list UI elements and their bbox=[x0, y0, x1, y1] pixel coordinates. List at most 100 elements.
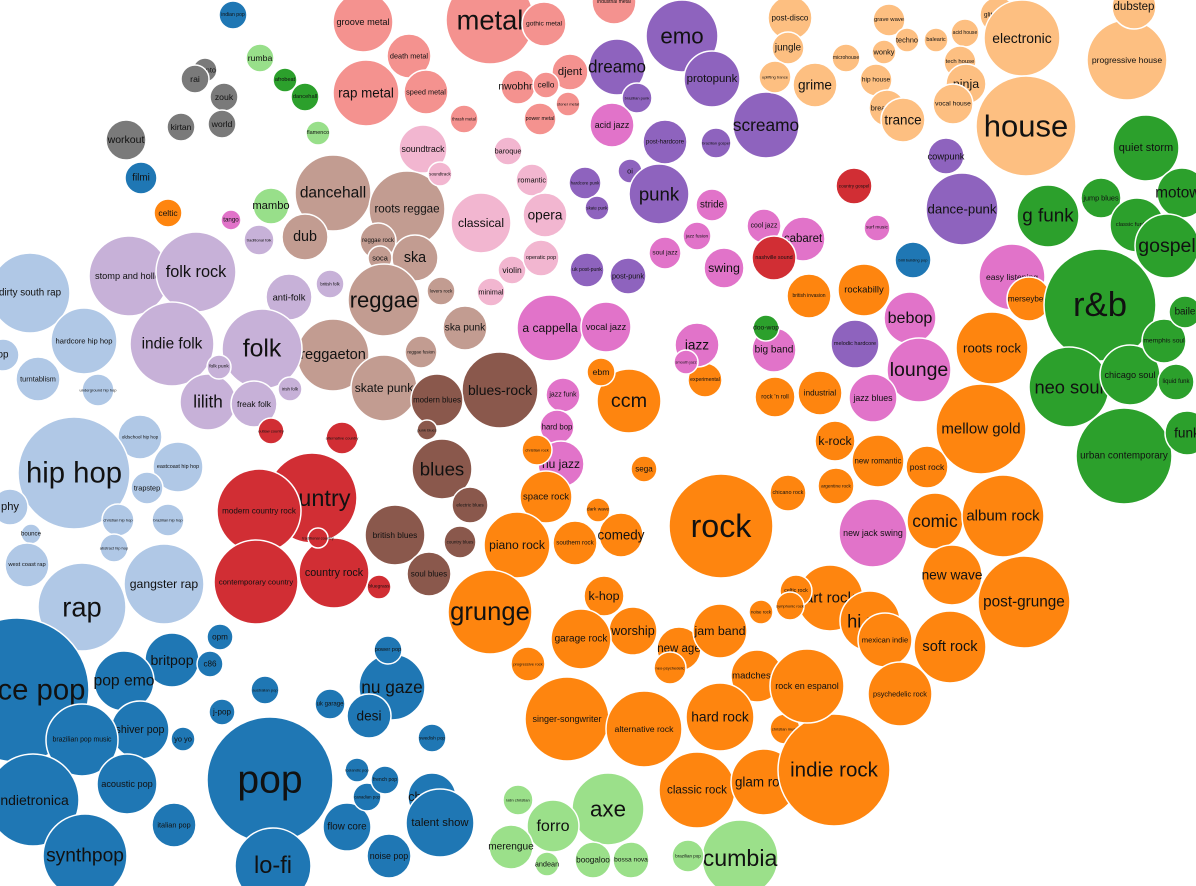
genre-bubble-op[interactable]: op bbox=[0, 338, 20, 372]
genre-bubble-circle[interactable] bbox=[476, 277, 506, 307]
genre-bubble-contemporary-country[interactable]: contemporary country bbox=[213, 539, 299, 625]
genre-bubble-circle[interactable] bbox=[814, 420, 856, 462]
genre-bubble-circle[interactable] bbox=[977, 555, 1071, 649]
genre-bubble-circle[interactable] bbox=[209, 82, 239, 112]
genre-bubble-new-romantic[interactable]: new romantic bbox=[851, 434, 905, 488]
genre-bubble-acid-house[interactable]: acid house bbox=[950, 18, 980, 48]
genre-bubble-circle[interactable] bbox=[510, 646, 546, 682]
genre-bubble-a-cappella[interactable]: a cappella bbox=[516, 294, 584, 362]
genre-bubble-alternative-rock[interactable]: alternative rock bbox=[605, 690, 683, 768]
genre-bubble-circle[interactable] bbox=[683, 50, 741, 108]
genre-bubble-techno[interactable]: techno bbox=[894, 27, 920, 53]
genre-bubble-sega[interactable]: sega bbox=[630, 455, 658, 483]
genre-bubble-circle[interactable] bbox=[927, 137, 965, 175]
genre-bubble-circle[interactable] bbox=[314, 688, 346, 720]
genre-bubble-circle[interactable] bbox=[220, 209, 242, 231]
genre-bubble-circle[interactable] bbox=[0, 338, 20, 372]
genre-bubble-christian-hip-hop[interactable]: christian hip hop bbox=[101, 503, 135, 537]
genre-bubble-celtic[interactable]: celtic bbox=[153, 198, 183, 228]
genre-bubble-soul-jazz[interactable]: soul jazz bbox=[648, 236, 682, 270]
genre-bubble-ska-punk[interactable]: ska punk bbox=[442, 305, 488, 351]
genre-bubble-noise-rock[interactable]: noise rock bbox=[748, 599, 774, 625]
genre-bubble-circle[interactable] bbox=[20, 523, 42, 545]
genre-bubble-circle[interactable] bbox=[653, 651, 687, 685]
genre-bubble-acoustic-pop[interactable]: acoustic pop bbox=[96, 753, 158, 815]
genre-bubble-noise-pop[interactable]: noise pop bbox=[366, 833, 412, 879]
genre-bubble-circle[interactable] bbox=[346, 693, 392, 739]
genre-bubble-circle[interactable] bbox=[332, 59, 400, 127]
genre-bubble-circle[interactable] bbox=[630, 455, 658, 483]
genre-bubble-circle[interactable] bbox=[586, 357, 616, 387]
genre-bubble-circle[interactable] bbox=[522, 239, 560, 277]
genre-bubble-circle[interactable] bbox=[605, 690, 683, 768]
genre-bubble-punk-blues[interactable]: punk blues bbox=[416, 419, 438, 441]
genre-bubble-gangster-rap[interactable]: gangster rap bbox=[123, 543, 205, 625]
genre-bubble-modern-blues[interactable]: modern blues bbox=[410, 373, 464, 427]
genre-bubble-circle[interactable] bbox=[1168, 295, 1196, 329]
genre-bubble-circle[interactable] bbox=[250, 675, 280, 705]
genre-bubble-classical[interactable]: classical bbox=[450, 192, 512, 254]
genre-bubble-circle[interactable] bbox=[758, 60, 792, 94]
genre-bubble-microhouse[interactable]: microhouse bbox=[831, 43, 861, 73]
genre-bubble-circle[interactable] bbox=[777, 713, 891, 827]
genre-bubble-circle[interactable] bbox=[786, 273, 832, 319]
genre-bubble-southern-rock[interactable]: southern rock bbox=[552, 520, 598, 566]
genre-bubble-circle[interactable] bbox=[797, 370, 843, 416]
genre-bubble-g-funk[interactable]: g funk bbox=[1016, 184, 1080, 248]
genre-bubble-house[interactable]: house bbox=[975, 75, 1077, 177]
genre-bubble-circle[interactable] bbox=[179, 373, 237, 431]
genre-bubble-circle[interactable] bbox=[206, 354, 232, 380]
genre-bubble-turntablism[interactable]: turntablism bbox=[15, 356, 61, 402]
genre-bubble-jazz-fusion[interactable]: jazz fusion bbox=[682, 221, 712, 251]
genre-bubble-liquid-funk[interactable]: liquid funk bbox=[1157, 363, 1195, 401]
genre-bubble-circle[interactable] bbox=[608, 606, 658, 656]
genre-bubble-circle[interactable] bbox=[17, 416, 131, 530]
genre-bubble-classic-rock[interactable]: classic rock bbox=[658, 751, 736, 829]
genre-bubble-circle[interactable] bbox=[307, 527, 329, 549]
genre-bubble-indie-folk[interactable]: indie folk bbox=[129, 301, 215, 387]
genre-bubble-circle[interactable] bbox=[906, 492, 964, 550]
genre-bubble-world[interactable]: world bbox=[207, 109, 237, 139]
genre-bubble-swedish-pop[interactable]: swedish pop bbox=[417, 723, 447, 753]
genre-bubble-singer-songwriter[interactable]: singer-songwriter bbox=[524, 676, 610, 762]
genre-bubble-uk-garage[interactable]: uk garage bbox=[314, 688, 346, 720]
genre-bubble-country-gospel[interactable]: country gospel bbox=[835, 167, 873, 205]
genre-bubble-circle[interactable] bbox=[105, 119, 147, 161]
genre-bubble-power-pop[interactable]: power pop bbox=[373, 635, 403, 665]
genre-bubble-circle[interactable] bbox=[151, 503, 185, 537]
genre-bubble-grime[interactable]: grime bbox=[792, 62, 838, 108]
genre-bubble-skate-punk[interactable]: skate punk bbox=[584, 195, 610, 221]
genre-bubble-circle[interactable] bbox=[364, 504, 426, 566]
genre-bubble-k-rock[interactable]: k-rock bbox=[814, 420, 856, 462]
genre-bubble-brazilian-hip-hop[interactable]: brazilian hip hop bbox=[151, 503, 185, 537]
genre-bubble-skate-punk[interactable]: skate punk bbox=[350, 354, 418, 422]
genre-bubble-circle[interactable] bbox=[830, 319, 880, 369]
genre-bubble-rock-n-roll[interactable]: rock 'n roll bbox=[754, 376, 796, 418]
genre-bubble-folk-rock[interactable]: folk rock bbox=[155, 231, 237, 313]
genre-bubble-circle[interactable] bbox=[445, 0, 535, 65]
genre-bubble-circle[interactable] bbox=[700, 127, 732, 159]
genre-bubble-rockabilly[interactable]: rockabilly bbox=[837, 263, 891, 317]
genre-bubble-mambo[interactable]: mambo bbox=[252, 187, 290, 225]
genre-bubble-operatic-pop[interactable]: operatic pop bbox=[522, 239, 560, 277]
genre-bubble-new-jack-swing[interactable]: new jack swing bbox=[838, 498, 908, 568]
genre-bubble-folk-punk[interactable]: folk punk bbox=[206, 354, 232, 380]
genre-bubble-circle[interactable] bbox=[252, 187, 290, 225]
genre-bubble-zouk[interactable]: zouk bbox=[209, 82, 239, 112]
genre-bubble-lilith[interactable]: lilith bbox=[179, 373, 237, 431]
genre-bubble-circle[interactable] bbox=[130, 471, 164, 505]
genre-bubble-circle[interactable] bbox=[1157, 363, 1195, 401]
genre-bubble-circle[interactable] bbox=[370, 765, 400, 795]
genre-bubble-circle[interactable] bbox=[524, 676, 610, 762]
genre-bubble-circle[interactable] bbox=[352, 782, 382, 812]
genre-bubble-circle[interactable] bbox=[872, 3, 906, 37]
genre-bubble-circle[interactable] bbox=[609, 257, 647, 295]
genre-bubble-rap-metal[interactable]: rap metal bbox=[332, 59, 400, 127]
genre-bubble-circle[interactable] bbox=[551, 53, 589, 91]
genre-bubble-yo-yo[interactable]: yo yo bbox=[170, 726, 196, 752]
genre-bubble-power-metal[interactable]: power metal bbox=[523, 102, 557, 136]
genre-bubble-circle[interactable] bbox=[153, 198, 183, 228]
genre-bubble-jungle[interactable]: jungle bbox=[771, 31, 805, 65]
genre-bubble-ebm[interactable]: ebm bbox=[586, 357, 616, 387]
genre-bubble-dance-punk[interactable]: dance-punk bbox=[925, 172, 999, 246]
